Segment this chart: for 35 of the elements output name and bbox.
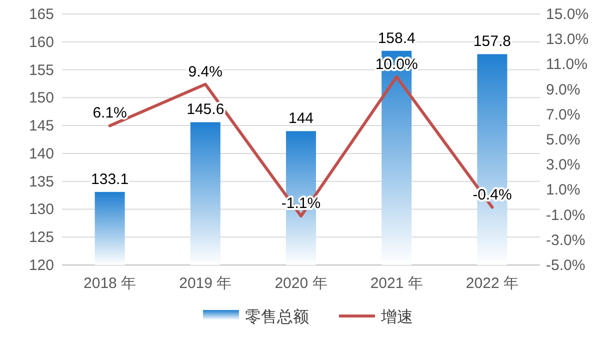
data-label: 158.4 xyxy=(378,30,416,47)
legend-label: 零售总额 xyxy=(245,308,309,326)
y-tick-label: 135 xyxy=(28,173,54,190)
data-label: 133.1 xyxy=(91,170,129,188)
data-label: 157.8 xyxy=(473,33,511,50)
x-tick-label: 2018 年 xyxy=(84,275,136,292)
y-tick-label: 150 xyxy=(28,90,54,107)
data-label: 9.4% xyxy=(188,63,222,80)
y2-tick-label: -5.0% xyxy=(546,257,586,274)
y2-tick-label: 5.0% xyxy=(546,132,580,148)
y2-tick-label: -1.0% xyxy=(546,206,586,224)
x-tick-label: 2020 年 xyxy=(274,275,328,292)
legend-label: 增速 xyxy=(380,308,413,326)
y2-tick-label: 11.0% xyxy=(546,56,588,74)
y-tick-label: 165 xyxy=(28,6,54,23)
y2-tick-label: -3.0% xyxy=(546,232,586,249)
y-tick-label: 160 xyxy=(28,34,54,51)
y-tick-label: 140 xyxy=(28,145,54,162)
y-tick-label: 145 xyxy=(28,118,54,135)
x-tick-label: 2021 年 xyxy=(370,275,423,292)
y-tick-label: 130 xyxy=(28,201,54,218)
y2-tick-label: 15.0% xyxy=(546,6,589,23)
data-label: 144 xyxy=(288,110,314,128)
y-tick-label: 125 xyxy=(28,229,54,246)
y2-tick-label: 9.0% xyxy=(546,81,580,98)
x-tick-label: 2022 年 xyxy=(466,275,518,292)
y2-tick-label: 13.0% xyxy=(546,31,589,48)
data-label: 145.6 xyxy=(186,101,224,118)
y2-tick-label: 7.0% xyxy=(546,106,580,124)
y-tick-label: 155 xyxy=(28,62,54,79)
data-label: 6.1% xyxy=(92,104,127,122)
y-tick-label: 120 xyxy=(28,257,54,274)
x-tick-label: 2019 年 xyxy=(179,275,232,292)
y2-tick-label: 3.0% xyxy=(546,156,580,174)
y2-tick-label: 1.0% xyxy=(546,182,580,199)
